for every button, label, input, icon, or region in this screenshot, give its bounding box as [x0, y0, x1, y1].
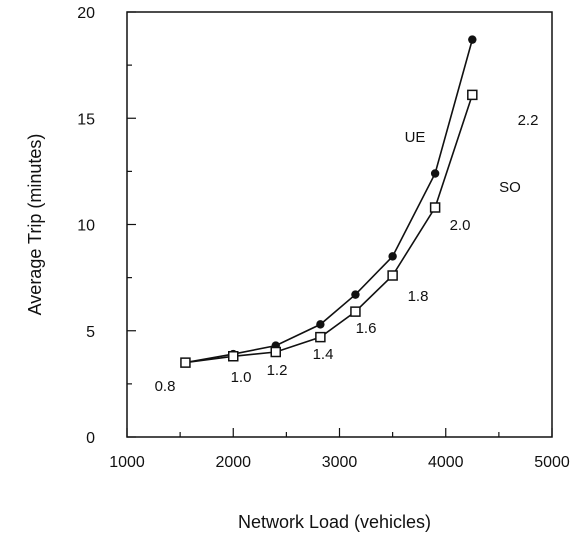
y-tick-label: 20: [77, 5, 95, 22]
so-point: [270, 346, 281, 358]
ue-point: [351, 290, 360, 299]
point-label: 0.8: [155, 378, 176, 395]
x-tick-label: 2000: [215, 454, 251, 471]
point-label: 1.0: [231, 369, 252, 386]
y-axis-title: Average Trip (minutes): [25, 134, 45, 316]
point-label: 1.2: [267, 362, 288, 379]
plot-frame: [126, 11, 553, 438]
so-point: [429, 202, 441, 213]
ue-point: [430, 169, 440, 178]
ue-point: [316, 320, 325, 329]
so-point: [180, 357, 191, 368]
x-axis-title: Network Load (vehicles): [238, 512, 431, 532]
y-tick-label: 10: [77, 218, 95, 235]
y-tick-label: 15: [77, 111, 95, 128]
point-label: 2.0: [450, 217, 471, 234]
series-markers: [180, 35, 478, 368]
x-tick-label: 4000: [428, 454, 464, 471]
so-point: [315, 331, 326, 343]
series-line-ue: [185, 39, 474, 364]
y-tick-label: 0: [86, 430, 95, 447]
axis-ticks: 1000 2000 3000 4000 5000 0 5 10 15 20: [77, 5, 570, 471]
series-label-ue: UE: [405, 129, 426, 146]
point-label: 1.8: [408, 288, 429, 305]
point-label: 1.6: [356, 320, 377, 337]
x-tick-label: 3000: [322, 454, 358, 471]
x-tick-label: 5000: [534, 454, 570, 471]
x-tick-label: 1000: [109, 454, 145, 471]
so-point: [350, 306, 361, 317]
so-point: [228, 351, 239, 362]
y-tick-label: 5: [86, 324, 95, 341]
point-label: 1.4: [313, 346, 334, 363]
series-lines: [185, 39, 474, 364]
so-point: [387, 270, 398, 281]
series-line-so: [185, 94, 474, 364]
chart-labels: Network Load (vehicles) Average Trip (min…: [25, 112, 538, 532]
series-label-so: SO: [499, 179, 521, 196]
chart-axes: [126, 11, 553, 438]
ue-point: [468, 35, 477, 44]
ue-point: [388, 252, 397, 261]
so-point: [467, 89, 478, 101]
point-label: 2.2: [518, 112, 539, 129]
